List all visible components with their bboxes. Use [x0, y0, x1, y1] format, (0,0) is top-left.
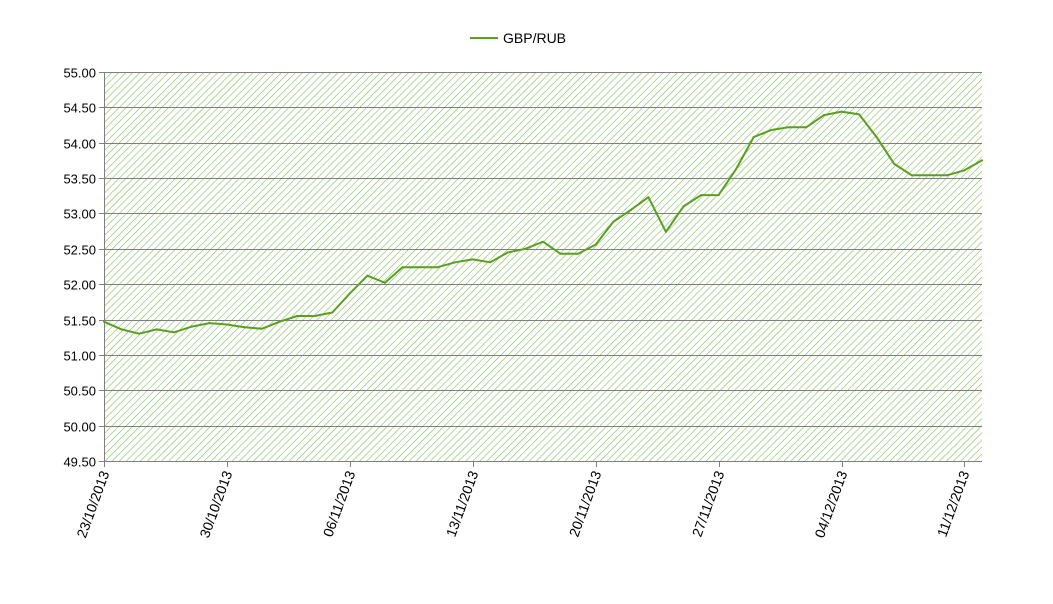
x-tick-label: 23/10/2013 — [73, 468, 112, 540]
data-point — [471, 258, 474, 261]
data-point — [647, 196, 650, 199]
x-tick-label: 04/12/2013 — [811, 468, 850, 540]
y-tick-label: 49.50 — [63, 455, 96, 470]
data-point — [296, 315, 299, 317]
data-point — [928, 174, 931, 177]
x-tick-label: 11/12/2013 — [934, 468, 973, 539]
y-tick-label: 54.50 — [63, 101, 96, 116]
data-point — [664, 230, 667, 233]
data-point — [963, 169, 966, 172]
plot-background — [104, 72, 982, 461]
x-tick-label: 13/11/2013 — [443, 468, 482, 539]
data-point — [173, 331, 176, 334]
data-point — [735, 167, 738, 170]
data-point — [313, 315, 316, 317]
y-axis: 49.50 50.00 50.50 51.00 51.50 52.00 52.50 53.00… — [63, 66, 105, 470]
data-point — [384, 281, 386, 284]
y-tick-label: 53.00 — [63, 207, 96, 222]
data-point — [436, 266, 439, 269]
legend-label: GBP/RUB — [503, 30, 566, 46]
data-point — [120, 328, 123, 331]
data-point — [823, 114, 825, 117]
x-tick-label: 27/11/2013 — [689, 468, 728, 539]
series-layer — [103, 110, 983, 335]
data-point — [103, 320, 105, 323]
y-tick-label: 51.50 — [63, 314, 96, 329]
data-point — [629, 208, 632, 211]
data-point — [945, 174, 948, 177]
data-point — [278, 320, 281, 323]
data-point — [752, 136, 755, 139]
data-point — [981, 159, 983, 162]
data-point — [331, 311, 334, 314]
y-tick-label: 54.00 — [63, 137, 96, 152]
legend: GBP/RUB — [470, 30, 566, 46]
data-point — [261, 327, 263, 330]
x-tick-label: 30/10/2013 — [196, 468, 235, 540]
data-point — [612, 220, 615, 223]
data-point — [893, 162, 896, 165]
data-point — [717, 194, 720, 197]
data-point — [875, 136, 878, 139]
data-point — [542, 240, 544, 243]
data-point — [840, 110, 843, 113]
data-point — [787, 126, 790, 129]
y-tick-label: 55.00 — [63, 66, 96, 81]
y-tick-label: 51.00 — [63, 349, 96, 364]
data-point — [805, 126, 808, 129]
data-point — [559, 252, 562, 255]
y-tick-label: 52.00 — [63, 278, 96, 293]
data-point — [454, 261, 457, 264]
y-tick-label: 53.50 — [63, 172, 96, 187]
data-point — [594, 243, 597, 246]
plot-area — [104, 72, 982, 462]
data-point — [243, 326, 246, 329]
data-point — [138, 332, 141, 335]
data-point — [524, 247, 527, 250]
data-point — [682, 205, 685, 208]
data-point — [910, 174, 913, 177]
data-point — [489, 261, 492, 264]
data-point — [155, 328, 158, 331]
x-tick-label: 20/11/2013 — [566, 468, 605, 539]
series-0 — [103, 110, 983, 335]
data-point — [225, 323, 228, 326]
data-point — [506, 251, 509, 254]
data-point — [208, 322, 211, 325]
data-point — [401, 266, 404, 269]
y-tick-label: 52.50 — [63, 243, 96, 258]
x-tick-label: 06/11/2013 — [320, 468, 359, 539]
y-tick-label: 50.50 — [63, 384, 96, 399]
data-point — [858, 113, 861, 116]
data-point — [419, 266, 422, 269]
data-point — [190, 325, 193, 328]
data-point — [348, 292, 351, 295]
data-point — [366, 274, 369, 277]
data-point — [577, 252, 580, 255]
data-point — [700, 194, 702, 197]
y-tick-label: 50.00 — [63, 420, 96, 435]
x-axis: 23/10/2013 30/10/2013 06/11/2013 13/11/2013… — [73, 461, 982, 540]
data-point — [770, 129, 773, 131]
